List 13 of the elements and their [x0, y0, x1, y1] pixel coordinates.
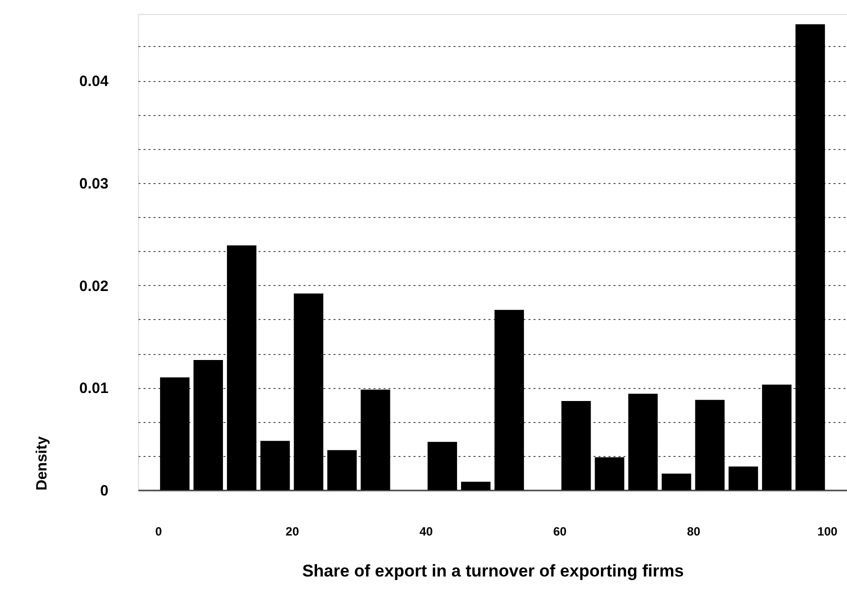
- y-tick-label: 0.04: [79, 73, 110, 90]
- x-tick-label: 80: [686, 524, 701, 538]
- y-tick-label: 0: [100, 482, 108, 500]
- x-tick-label: 40: [419, 524, 434, 538]
- y-axis-title: Density: [33, 436, 50, 490]
- y-tick-label: 0.03: [79, 175, 108, 192]
- x-axis-title: Share of export in a turnover of exporting firms: [302, 562, 684, 580]
- x-tick-label: 100: [817, 524, 838, 538]
- x-tick-label: 20: [286, 524, 300, 538]
- y-tick-label: 0.01: [79, 380, 108, 398]
- y-tick-label: 0.02: [79, 278, 108, 295]
- x-tick-label: 60: [553, 524, 567, 538]
- x-tick-label: 0: [155, 524, 162, 538]
